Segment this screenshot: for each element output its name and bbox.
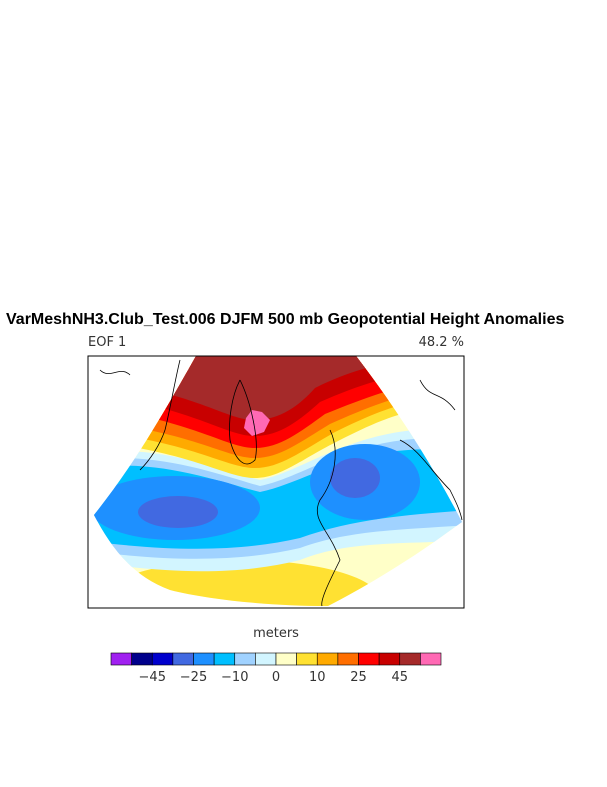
colorbar-box (213, 652, 236, 666)
colorbar-tick-label: −10 (221, 670, 248, 685)
colorbar-box (151, 652, 174, 666)
title: VarMeshNH3.Club_Test.006 DJFM 500 mb Geo… (6, 311, 564, 328)
left-subtitle: EOF 1 (88, 335, 126, 350)
colorbar-box (420, 652, 442, 666)
colorbar-box (131, 652, 153, 666)
colorbar-tick-label: 25 (350, 670, 367, 685)
colorbar-tick-label: −45 (139, 670, 166, 685)
colorbar-box (172, 652, 194, 666)
colorbar-box (399, 652, 421, 666)
colorbar-box (378, 652, 401, 666)
colorbar-box (296, 652, 318, 666)
colorbar-tick-label: −25 (180, 670, 207, 685)
colorbar: −45 −25 −10 0 10 25 45 (110, 652, 442, 685)
colorbar-tick-label: 0 (272, 670, 280, 685)
colorbar-label: meters (253, 626, 299, 641)
colorbar-tick-label: 10 (309, 670, 326, 685)
colorbar-box (316, 652, 339, 666)
colorbar-box (275, 652, 297, 666)
colorbar-box (337, 652, 359, 666)
colorbar-box (234, 652, 256, 666)
coastlines (99, 359, 463, 607)
colorbar-box (358, 652, 380, 666)
right-subtitle: 48.2 % (419, 335, 464, 350)
colorbar-box (193, 652, 215, 666)
map-frame (87, 355, 465, 609)
colorbar-box (255, 652, 277, 666)
contour-field (94, 356, 462, 606)
colorbar-box (110, 652, 132, 666)
colorbar-tick-label: 45 (391, 670, 408, 685)
